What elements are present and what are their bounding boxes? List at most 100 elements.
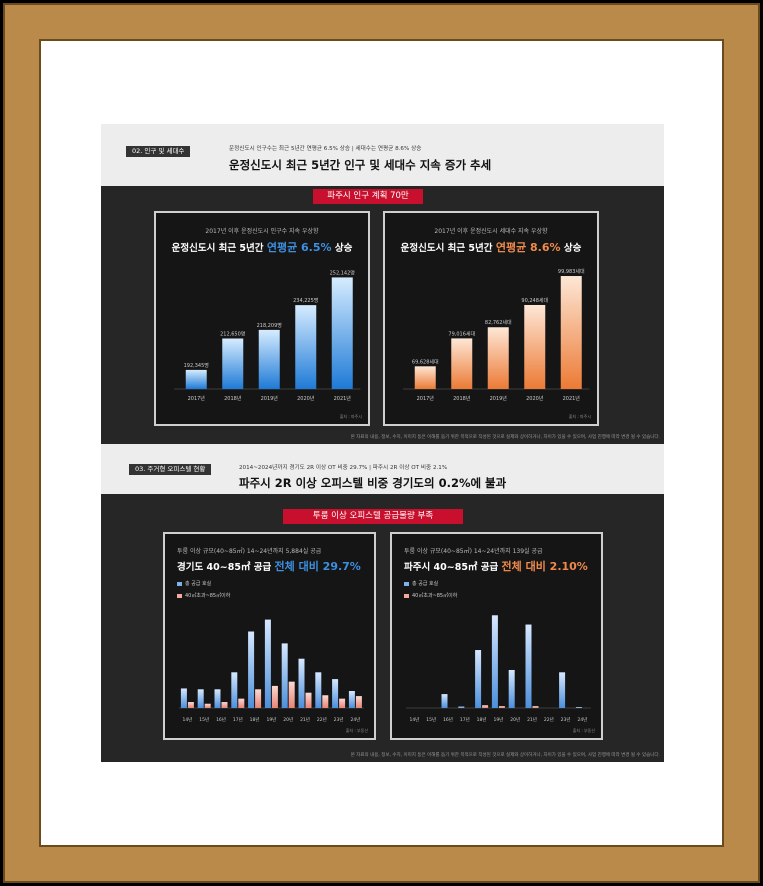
bar-total bbox=[575, 707, 582, 708]
bar-total bbox=[231, 672, 238, 708]
x-tick-label: 21년 bbox=[300, 716, 310, 723]
x-tick-label: 16년 bbox=[443, 716, 453, 723]
section-header-1: 02. 인구 및 세대수 운정신도시 인구수는 최근 5년간 연평균 6.5% … bbox=[101, 124, 664, 186]
bar-part bbox=[271, 685, 278, 708]
card-subtitle: 2017년 이후 운정신도시 인구수 지속 우상향 bbox=[205, 228, 319, 235]
bar-total bbox=[332, 679, 339, 708]
x-tick-label: 2020년 bbox=[297, 395, 315, 402]
card-title: 파주시 40~85㎡ 공급 전체 대비 2.10% bbox=[404, 560, 588, 573]
section-subtitle: 2014~2024년까지 경기도 2R 이상 OT 비중 29.7% | 파주시… bbox=[239, 465, 448, 471]
x-tick-label: 23년 bbox=[334, 716, 344, 723]
x-tick-label: 18년 bbox=[250, 716, 260, 723]
bar bbox=[524, 304, 546, 389]
data-label: 82,762세대 bbox=[485, 319, 512, 326]
legend-part: 40㎡초과~85㎡이하 bbox=[404, 592, 457, 599]
legend-total: 총 공급 호실 bbox=[404, 580, 438, 587]
x-tick-label: 2017년 bbox=[188, 395, 206, 402]
bar-total bbox=[525, 624, 532, 708]
ribbon-banner: 파주시 인구 계획 70만 bbox=[313, 189, 423, 204]
data-label: 90,248세대 bbox=[521, 297, 548, 304]
bar-total bbox=[315, 672, 322, 708]
bar-part bbox=[238, 698, 245, 708]
x-tick-label: 2019년 bbox=[490, 395, 508, 402]
bar-part bbox=[305, 692, 312, 708]
bar bbox=[560, 276, 582, 389]
bar-total bbox=[491, 615, 498, 708]
card-subtitle: 2017년 이후 운정신도시 세대수 지속 우상향 bbox=[434, 228, 548, 235]
source-note: 출처 : 부동산 bbox=[345, 728, 368, 733]
legend-part: 40㎡초과~85㎡이하 bbox=[177, 592, 230, 599]
bar bbox=[222, 338, 244, 389]
legend-swatch-icon bbox=[177, 581, 182, 586]
bar-total bbox=[559, 672, 566, 708]
bar-total bbox=[441, 694, 448, 708]
chart-card-households: 2017년 이후 운정신도시 세대수 지속 우상향 운정신도시 최근 5년간 연… bbox=[383, 211, 599, 426]
x-tick-label: 19년 bbox=[266, 716, 276, 723]
bar-part bbox=[255, 689, 262, 708]
households-bar-chart: 69,628세대 2017년 79,016세대 2018년 82,762세대 2019년 9… bbox=[403, 268, 590, 402]
x-tick-label: 2018년 bbox=[453, 395, 471, 402]
bar-part bbox=[498, 706, 505, 708]
data-label: 234,225명 bbox=[293, 297, 318, 304]
bar bbox=[451, 338, 473, 389]
card-subtitle: 투룸 이상 규모(40~85㎡) 14~24년까지 139실 공급 bbox=[404, 548, 543, 555]
x-tick-label: 17년 bbox=[233, 716, 243, 723]
section-subtitle: 운정신도시 인구수는 최근 5년간 연평균 6.5% 상승 | 세대수는 연평균… bbox=[229, 146, 422, 152]
legend-swatch-icon bbox=[177, 593, 182, 598]
bar bbox=[414, 366, 436, 389]
x-tick-label: 2020년 bbox=[526, 395, 544, 402]
bar-part bbox=[339, 698, 346, 708]
bar-total bbox=[197, 689, 204, 708]
population-bar-chart: 192,345명 2017년 212,650명 2018년 218,209명 2019년 2… bbox=[174, 269, 361, 402]
section-headline: 파주시 2R 이상 오피스텔 비중 경기도의 0.2%에 불과 bbox=[239, 476, 507, 490]
x-tick-label: 15년 bbox=[199, 716, 209, 723]
bar bbox=[258, 329, 280, 389]
x-tick-label: 16년 bbox=[216, 716, 226, 723]
x-tick-label: 20년 bbox=[283, 716, 293, 723]
document-image: 02. 인구 및 세대수 운정신도시 인구수는 최근 5년간 연평균 6.5% … bbox=[101, 124, 664, 762]
x-tick-label: 18년 bbox=[477, 716, 487, 723]
data-label: 252,142명 bbox=[330, 269, 355, 276]
x-tick-label: 24년 bbox=[577, 716, 587, 723]
chart-card-population: 2017년 이후 운정신도시 인구수 지속 우상향 운정신도시 최근 5년간 연… bbox=[154, 211, 370, 426]
bar-total bbox=[298, 658, 305, 708]
x-tick-label: 14년 bbox=[409, 716, 419, 723]
bar-part bbox=[355, 696, 362, 708]
x-tick-label: 2019년 bbox=[261, 395, 279, 402]
x-tick-label: 2018년 bbox=[224, 395, 242, 402]
data-label: 192,345명 bbox=[184, 362, 209, 369]
section-badge: 02. 인구 및 세대수 bbox=[126, 146, 191, 157]
x-tick-label: 20년 bbox=[510, 716, 520, 723]
footnote: 본 자료의 내용, 정보, 수치, 이미지 등은 이해를 돕기 위한 목적으로 … bbox=[350, 435, 660, 440]
x-tick-label: 2017년 bbox=[417, 395, 435, 402]
card-title: 운정신도시 최근 5년간 연평균 6.5% 상승 bbox=[171, 241, 353, 254]
bar-total bbox=[348, 691, 355, 708]
bar-part bbox=[532, 706, 539, 708]
bar-part bbox=[204, 703, 211, 708]
source-note: 출처 : 파주시 bbox=[568, 414, 591, 419]
ribbon-banner: 투룸 이상 오피스텔 공급물량 부족 bbox=[283, 509, 463, 524]
section-header-2: 03. 주거형 오피스텔 현황 2014~2024년까지 경기도 2R 이상 O… bbox=[101, 444, 664, 494]
x-tick-label: 2021년 bbox=[563, 395, 581, 402]
bar-total bbox=[508, 669, 515, 708]
data-label: 218,209명 bbox=[257, 322, 282, 329]
x-tick-label: 17년 bbox=[460, 716, 470, 723]
bar bbox=[185, 369, 207, 389]
x-tick-label: 19년 bbox=[493, 716, 503, 723]
bar-total bbox=[264, 619, 271, 708]
data-label: 99,983세대 bbox=[558, 268, 585, 275]
x-tick-label: 24년 bbox=[350, 716, 360, 723]
bar-part bbox=[288, 681, 295, 708]
data-label: 69,628세대 bbox=[412, 358, 439, 365]
bar-total bbox=[180, 688, 187, 708]
bar-total bbox=[214, 689, 221, 708]
x-tick-label: 21년 bbox=[527, 716, 537, 723]
x-tick-label: 15년 bbox=[426, 716, 436, 723]
bar bbox=[295, 305, 317, 389]
bar-total bbox=[281, 643, 288, 708]
section-headline: 운정신도시 최근 5년간 인구 및 세대수 지속 증가 추세 bbox=[229, 158, 492, 172]
bar-total bbox=[248, 631, 255, 708]
data-label: 79,016세대 bbox=[448, 330, 475, 337]
bar bbox=[487, 327, 509, 389]
chart-card-gyeonggi: 투룸 이상 규모(40~85㎡) 14~24년까지 5,884실 공급 경기도 … bbox=[163, 532, 376, 740]
